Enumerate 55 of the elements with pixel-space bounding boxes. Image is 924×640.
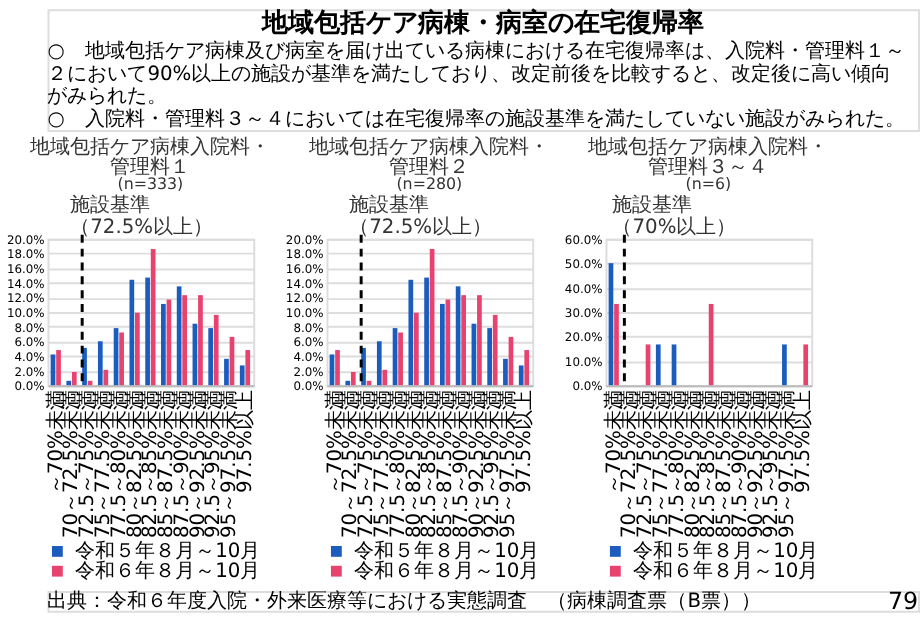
bar xyxy=(71,372,77,386)
bar xyxy=(97,341,103,386)
bar xyxy=(524,350,530,386)
chart-title: 地域包括ケア病棟入院料・管理料３～４ xyxy=(586,134,829,180)
bar xyxy=(803,344,809,386)
bar xyxy=(398,332,403,386)
legend-label: 令和６年８月～10月 xyxy=(354,559,540,584)
bar xyxy=(492,314,498,386)
text: ○ 入院料・管理料３～４においては在宅復帰率の施設基準を満たしていない施設がみられた。 xyxy=(47,107,905,132)
bar xyxy=(345,380,351,386)
bar xyxy=(208,328,214,386)
bar xyxy=(135,312,140,386)
legend-label: 令和６年８月～10月 xyxy=(633,559,819,584)
chart-title: 地域包括ケア病棟入院料・管理料２ xyxy=(307,134,550,180)
bar xyxy=(782,344,787,386)
source-note: 出典：令和６年度入院・外来医療等における実態調査 （病棟調査票（B票）） xyxy=(47,588,762,613)
bar xyxy=(129,279,135,386)
text: ○ 地域包括ケア病棟及び病室を届け出ている病棟における在宅復帰率は、入院料・管理料１～２において90%以上の施設が基準を満たしており、改定前後を比較すると、改定後に高い傾向がみられた。 xyxy=(47,38,905,109)
bar xyxy=(213,314,219,386)
bar xyxy=(382,369,388,386)
bar xyxy=(408,279,414,386)
bar xyxy=(198,295,203,386)
ref-line-label: 施設基準（72.5%以上） xyxy=(70,193,214,239)
bar xyxy=(614,303,619,386)
bar xyxy=(182,295,188,386)
chart-subtitle: (n=333) xyxy=(117,175,184,194)
bar xyxy=(414,312,419,386)
bar xyxy=(655,344,661,386)
bar xyxy=(56,350,61,386)
bar xyxy=(424,277,429,386)
ref-line-label: 施設基準（70%以上） xyxy=(612,193,737,239)
legend-label: 令和６年８月～10月 xyxy=(75,559,261,584)
bar xyxy=(145,277,150,386)
bar xyxy=(66,380,72,386)
bar xyxy=(239,365,245,386)
bar xyxy=(477,295,482,386)
bar xyxy=(103,369,109,386)
bar xyxy=(487,328,493,386)
bar xyxy=(440,303,445,386)
bar xyxy=(335,350,340,386)
text: 地域包括ケア病棟・病室の在宅復帰率 xyxy=(259,7,704,40)
chart-subtitle: (n=280) xyxy=(396,175,463,194)
bar xyxy=(518,365,524,386)
text: 79 xyxy=(887,586,919,615)
bar xyxy=(376,341,382,386)
bar xyxy=(224,358,229,386)
bar xyxy=(350,372,356,386)
chart-subtitle: (n=6) xyxy=(685,175,732,194)
bar xyxy=(161,303,166,386)
chart-title: 地域包括ケア病棟入院料・管理料１ xyxy=(28,134,271,180)
bar xyxy=(461,295,467,386)
bar xyxy=(119,332,124,386)
bar xyxy=(503,358,508,386)
ref-line-label: 施設基準（72.5%以上） xyxy=(349,193,493,239)
bar xyxy=(245,350,251,386)
